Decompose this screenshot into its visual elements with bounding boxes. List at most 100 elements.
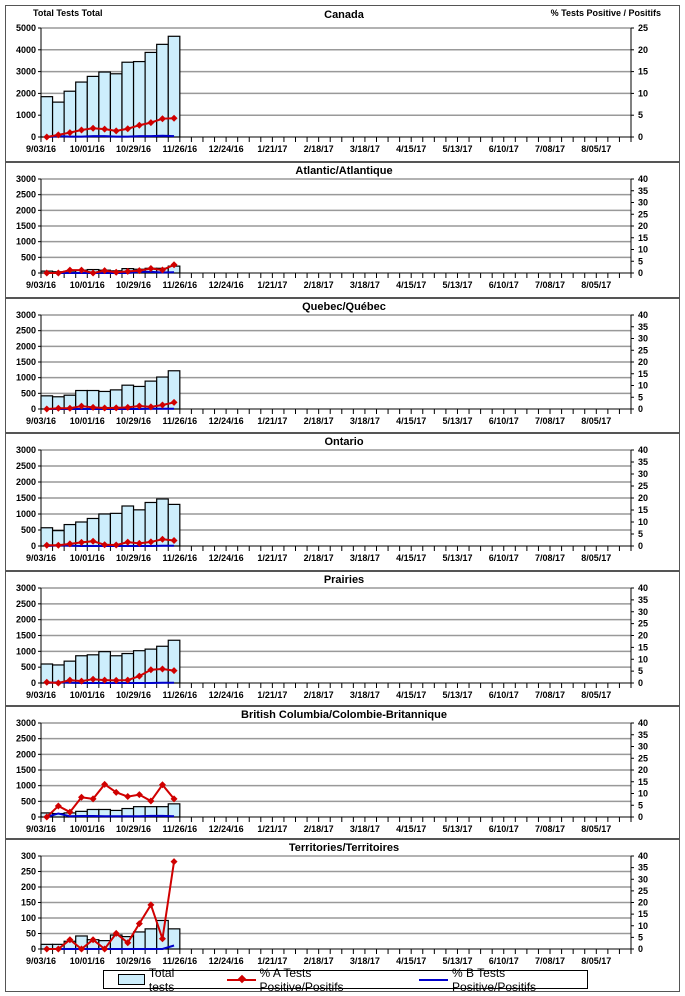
x-axis-tick-label: 2/18/17 — [304, 416, 334, 426]
right-axis-tick-label: 10 — [638, 517, 648, 527]
left-axis-tick-label: 250 — [21, 867, 36, 877]
x-axis-tick-label: 2/18/17 — [304, 144, 334, 154]
right-axis-tick-label: 5 — [638, 529, 643, 539]
x-axis-tick-label: 9/03/16 — [26, 690, 56, 700]
x-axis-tick-label: 6/10/17 — [489, 824, 519, 834]
left-axis-tick-label: 3000 — [16, 174, 36, 184]
x-axis-tick-label: 4/15/17 — [396, 144, 426, 154]
x-axis-tick-label: 11/26/16 — [163, 553, 198, 563]
left-axis-title: Total Tests Total — [33, 8, 103, 18]
right-axis-tick-label: 10 — [638, 245, 648, 255]
x-axis-tick-label: 5/13/17 — [442, 956, 472, 966]
right-axis-tick-label: 30 — [638, 334, 648, 344]
x-axis-tick-label: 8/05/17 — [581, 144, 611, 154]
chart-svg: 0500100015002000250030000510152025303540… — [6, 707, 679, 838]
right-axis-tick-label: 15 — [638, 67, 648, 77]
x-axis-tick-label: 11/26/16 — [163, 144, 198, 154]
right-axis-tick-label: 15 — [638, 369, 648, 379]
left-axis-tick-label: 1500 — [16, 493, 36, 503]
x-axis-tick-label: 12/24/16 — [209, 690, 244, 700]
line-pct-b — [47, 136, 174, 137]
x-axis-tick-label: 6/10/17 — [489, 956, 519, 966]
panel-title: Prairies — [324, 574, 364, 586]
x-axis-tick-label: 12/24/16 — [209, 956, 244, 966]
x-axis-tick-label: 12/24/16 — [209, 280, 244, 290]
chart-svg: 0500100015002000250030000510152025303540… — [6, 434, 679, 570]
left-axis-tick-label: 500 — [21, 662, 36, 672]
x-axis-tick-label: 5/13/17 — [442, 280, 472, 290]
right-axis-tick-label: 15 — [638, 909, 648, 919]
right-axis-tick-label: 5 — [638, 932, 643, 942]
x-axis-tick-label: 1/21/17 — [257, 144, 287, 154]
right-axis-tick-label: 5 — [638, 392, 643, 402]
x-axis-tick-label: 7/08/17 — [535, 824, 565, 834]
left-axis-tick-label: 5000 — [16, 23, 36, 33]
x-axis-tick-label: 11/26/16 — [163, 824, 198, 834]
left-axis-tick-label: 1000 — [16, 781, 36, 791]
right-axis-tick-label: 25 — [638, 481, 648, 491]
x-axis-tick-label: 7/08/17 — [535, 956, 565, 966]
left-axis-tick-label: 2500 — [16, 734, 36, 744]
right-axis-tick-label: 0 — [638, 944, 643, 954]
x-axis-tick-label: 5/13/17 — [442, 690, 472, 700]
chart-svg: 0500100015002000250030000510152025303540… — [6, 299, 679, 432]
left-axis-tick-label: 2000 — [16, 615, 36, 625]
x-axis-tick-label: 6/10/17 — [489, 144, 519, 154]
left-axis-tick-label: 3000 — [16, 310, 36, 320]
right-axis-tick-label: 5 — [638, 800, 643, 810]
x-axis-tick-label: 3/18/17 — [350, 690, 380, 700]
right-axis-tick-label: 0 — [638, 678, 643, 688]
x-axis-tick-label: 8/05/17 — [581, 553, 611, 563]
left-axis-tick-label: 1500 — [16, 631, 36, 641]
right-axis-tick-label: 20 — [638, 898, 648, 908]
x-axis-tick-label: 10/29/16 — [116, 144, 151, 154]
legend-pct-a: % A Tests Positive/Positifs — [227, 966, 394, 994]
left-axis-tick-label: 3000 — [16, 67, 36, 77]
x-axis-tick-label: 3/18/17 — [350, 416, 380, 426]
x-axis-tick-label: 3/18/17 — [350, 824, 380, 834]
x-axis-tick-label: 7/08/17 — [535, 144, 565, 154]
left-axis-tick-label: 2000 — [16, 341, 36, 351]
x-axis-tick-label: 10/29/16 — [116, 416, 151, 426]
right-axis-tick-label: 40 — [638, 851, 648, 861]
x-axis-tick-label: 7/08/17 — [535, 280, 565, 290]
right-axis-tick-label: 10 — [638, 789, 648, 799]
x-axis-tick-label: 10/01/16 — [70, 824, 105, 834]
x-axis-tick-label: 1/21/17 — [257, 416, 287, 426]
left-axis-tick-label: 0 — [31, 404, 36, 414]
left-axis-tick-label: 0 — [31, 678, 36, 688]
x-axis-tick-label: 12/24/16 — [209, 553, 244, 563]
x-axis-tick-label: 1/21/17 — [257, 690, 287, 700]
left-axis-tick-label: 1000 — [16, 509, 36, 519]
right-axis-tick-label: 20 — [638, 221, 648, 231]
legend-bar-swatch — [118, 974, 145, 985]
x-axis-tick-label: 7/08/17 — [535, 553, 565, 563]
x-axis-tick-label: 4/15/17 — [396, 956, 426, 966]
right-axis-tick-label: 15 — [638, 233, 648, 243]
right-axis-tick-label: 30 — [638, 874, 648, 884]
right-axis-tick-label: 20 — [638, 493, 648, 503]
x-axis-tick-label: 8/05/17 — [581, 690, 611, 700]
left-axis-tick-label: 200 — [21, 882, 36, 892]
left-axis-tick-label: 0 — [31, 541, 36, 551]
left-axis-tick-label: 500 — [21, 796, 36, 806]
left-axis-tick-label: 0 — [31, 268, 36, 278]
point-pct-a — [124, 793, 131, 800]
bar-total-tests — [157, 44, 169, 137]
left-axis-tick-label: 2500 — [16, 461, 36, 471]
x-axis-tick-label: 9/03/16 — [26, 553, 56, 563]
x-axis-tick-label: 5/13/17 — [442, 416, 472, 426]
panel-title: Atlantic/Atlantique — [295, 165, 392, 177]
right-axis-tick-label: 30 — [638, 742, 648, 752]
right-axis-tick-label: 40 — [638, 718, 648, 728]
x-axis-tick-label: 12/24/16 — [209, 144, 244, 154]
right-axis-tick-label: 5 — [638, 110, 643, 120]
right-axis-tick-label: 15 — [638, 642, 648, 652]
right-axis-title: % Tests Positive / Positifs — [551, 8, 661, 18]
legend-pct-b: % B Tests Positive/Positifs — [419, 966, 587, 994]
x-axis-tick-label: 12/24/16 — [209, 416, 244, 426]
right-axis-tick-label: 35 — [638, 457, 648, 467]
bar-total-tests — [41, 97, 53, 137]
x-axis-tick-label: 10/01/16 — [70, 280, 105, 290]
